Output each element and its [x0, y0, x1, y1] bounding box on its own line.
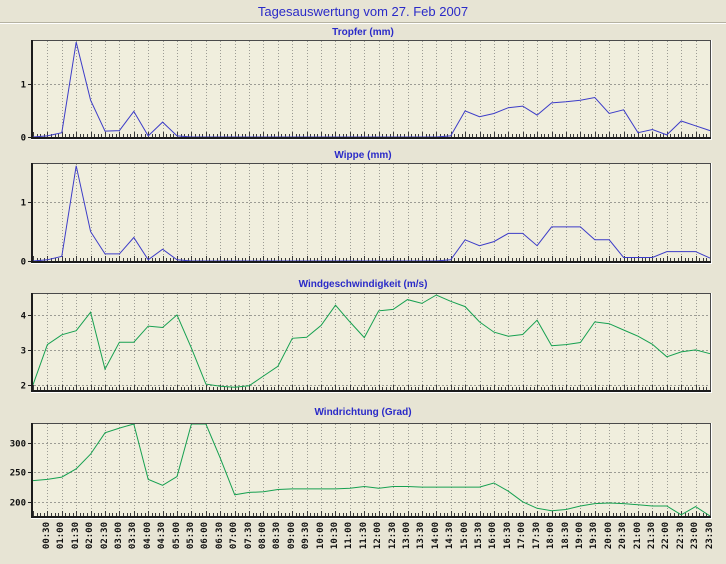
x-tick-label: 19:00 — [574, 522, 585, 550]
x-tick-label: 21:30 — [646, 522, 657, 550]
x-tick-label: 02:00 — [85, 522, 96, 550]
x-tick-label: 04:30 — [157, 522, 168, 550]
x-tick-label: 23:30 — [704, 522, 715, 550]
x-tick-label: 17:00 — [517, 522, 528, 550]
x-tick-label: 11:00 — [344, 522, 355, 550]
x-tick-label: 15:00 — [459, 522, 470, 550]
chart-title-tropfer: Tropfer (mm) — [332, 27, 394, 38]
x-tick-label: 08:00 — [258, 522, 268, 550]
x-tick-label: 19:30 — [589, 522, 600, 550]
chart-title-windrichtung: Windrichtung (Grad) — [314, 407, 412, 418]
x-tick-label: 16:00 — [488, 522, 499, 550]
title-separator — [0, 22, 726, 24]
chart-title-wippe: Wippe (mm) — [334, 150, 392, 161]
x-tick-label: 23:00 — [690, 522, 701, 550]
x-tick-label: 01:00 — [56, 522, 67, 550]
x-axis-ticks — [33, 511, 707, 516]
x-tick-label: 16:30 — [502, 522, 513, 550]
x-tick-label: 17:30 — [531, 522, 542, 550]
y-tick-label: 1 — [21, 81, 26, 91]
x-tick-label: 02:30 — [99, 522, 110, 550]
x-tick-label: 14:00 — [430, 522, 441, 550]
windgeschwindigkeit-line — [32, 294, 711, 388]
x-tick-label: 01:30 — [70, 522, 81, 550]
x-tick-label: 09:30 — [301, 522, 312, 550]
x-axis-ticks — [33, 385, 707, 390]
x-tick-label: 10:00 — [315, 522, 326, 550]
chart-plot-windrichtung: 200 250 300 — [0, 423, 726, 520]
y-tick-label: 3 — [21, 347, 26, 357]
y-tick-label: 0 — [21, 258, 26, 268]
x-tick-label: 14:30 — [445, 522, 456, 550]
plot-area — [33, 423, 710, 518]
y-tick-label: 2 — [21, 382, 26, 392]
windgeschwindigkeit-svg: 2 3 4 — [21, 293, 712, 393]
x-tick-label: 20:00 — [603, 522, 614, 550]
wippe-svg: 01 — [21, 163, 712, 268]
x-tick-label: 13:00 — [402, 522, 412, 550]
x-tick-label: 08:30 — [272, 522, 283, 550]
x-tick-label: 18:00 — [546, 522, 557, 550]
x-tick-label: 06:00 — [200, 522, 211, 550]
vertical-gridlines — [47, 164, 697, 261]
plot-border — [31, 293, 712, 393]
chart-title-windgeschwindigkeit: Windgeschwindigkeit (m/s) — [298, 279, 428, 290]
x-tick-label: 09:00 — [286, 522, 297, 550]
x-tick-label: 22:30 — [675, 522, 686, 550]
vertical-gridlines — [47, 41, 697, 137]
x-axis-labels: 00:30 01:00 01:30 02:00 02:30 03:00 03:30 04:00… — [0, 521, 726, 563]
x-tick-label: 04:00 — [142, 522, 153, 550]
plot-area — [33, 163, 710, 263]
x-tick-label: 21:00 — [632, 522, 643, 550]
plot-border — [31, 163, 712, 264]
x-tick-label: 12:00 — [373, 522, 384, 550]
plot-border — [31, 40, 712, 140]
x-tick-label: 12:30 — [387, 522, 398, 550]
x-tick-label: 18:30 — [560, 522, 571, 550]
x-tick-label: 03:00 — [113, 522, 124, 550]
x-tick-label: 05:30 — [185, 522, 196, 550]
x-tick-label: 05:00 — [171, 522, 182, 550]
plot-border — [31, 423, 712, 519]
x-tick-label: 07:00 — [229, 522, 240, 550]
y-tick-label: 200 — [10, 499, 26, 509]
x-tick-label: 15:30 — [474, 522, 484, 550]
x-tick-label: 06:30 — [214, 522, 225, 550]
windrichtung-line — [32, 423, 711, 517]
chart-plot-windgeschwindigkeit: 2 3 4 — [0, 293, 726, 394]
report-title: Tagesauswertung vom 27. Feb 2007 — [257, 4, 469, 19]
x-tick-label: 13:30 — [416, 522, 427, 550]
y-tick-label: 300 — [10, 440, 26, 450]
y-tick-label: 0 — [21, 134, 26, 144]
x-tick-label: 10:30 — [330, 522, 340, 550]
y-tick-label: 4 — [21, 312, 27, 322]
y-tick-label: 250 — [10, 469, 26, 479]
x-tick-label: 03:30 — [128, 522, 139, 550]
vertical-gridlines — [47, 424, 697, 516]
x-tick-label: 22:00 — [661, 522, 672, 550]
x-tick-label: 11:30 — [358, 522, 369, 550]
plot-area — [33, 293, 710, 392]
plot-area — [33, 40, 710, 139]
windrichtung-svg: 200 250 300 — [10, 423, 712, 519]
x-tick-label: 07:30 — [243, 522, 254, 550]
y-tick-label: 1 — [21, 199, 26, 209]
x-tick-label: 20:30 — [618, 522, 629, 550]
tropfer-svg: 01 — [21, 40, 712, 144]
x-tick-label: 00:30 — [41, 522, 52, 550]
vertical-gridlines — [47, 294, 697, 390]
